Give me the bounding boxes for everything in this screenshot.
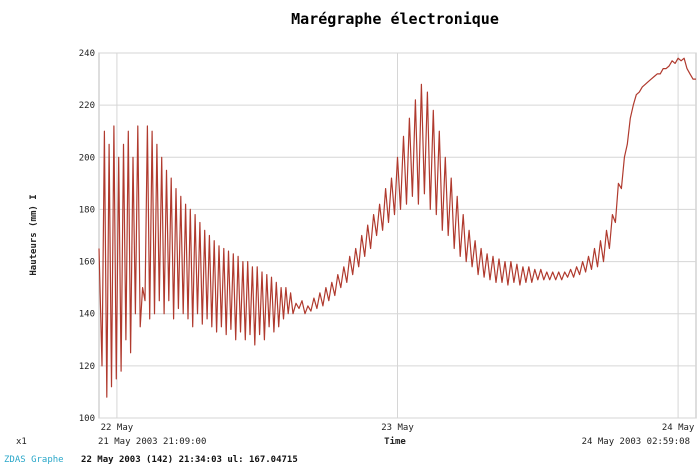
y-tick-label: 160 — [79, 258, 95, 268]
y-tick-label: 140 — [79, 310, 95, 320]
y-axis-ticks: 100 120 140 160 180 200 220 240 — [79, 49, 95, 424]
x-tick-label: 22 May — [101, 423, 134, 433]
grid — [99, 52, 696, 419]
y-tick-label: 120 — [79, 362, 95, 372]
y-tick-label: 100 — [79, 414, 95, 424]
y-tick-label: 200 — [79, 153, 95, 163]
x-range-start: 21 May 2003 21:09:00 — [98, 437, 206, 447]
chart-title: Marégraphe électronique — [291, 10, 499, 28]
x-axis-label: Time — [384, 436, 406, 447]
x-marker-label: x1 — [16, 437, 27, 447]
y-tick-label: 180 — [79, 205, 95, 215]
y-axis-label: Hauteurs (mm) I — [29, 194, 39, 275]
x-range-end: 24 May 2003 02:59:08 — [582, 437, 690, 447]
status-app-name: ZDAS Graphe — [4, 455, 64, 465]
x-tick-label: 24 May — [662, 423, 695, 433]
x-tick-label: 23 May — [381, 423, 414, 433]
status-readout: 22 May 2003 (142) 21:34:03 ul: 167.04715 — [81, 455, 298, 465]
x-axis-ticks: 22 May 23 May 24 May — [101, 423, 695, 433]
chart: Marégraphe électronique 100 120 140 160 180 2… — [16, 10, 697, 447]
series-line — [98, 57, 696, 398]
status-bar: ZDAS Graphe 22 May 2003 (142) 21:34:03 u… — [0, 452, 697, 468]
y-tick-label: 220 — [79, 101, 95, 111]
y-tick-label: 240 — [79, 49, 95, 59]
